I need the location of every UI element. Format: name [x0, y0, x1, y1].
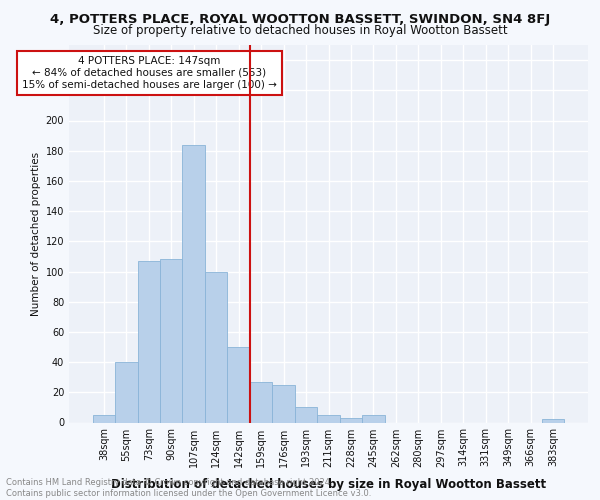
- Bar: [272, 385, 295, 422]
- Bar: [295, 408, 317, 422]
- Bar: [92, 415, 115, 422]
- Bar: [137, 261, 160, 422]
- Bar: [205, 272, 227, 422]
- Bar: [227, 347, 250, 422]
- Text: 4, POTTERS PLACE, ROYAL WOOTTON BASSETT, SWINDON, SN4 8FJ: 4, POTTERS PLACE, ROYAL WOOTTON BASSETT,…: [50, 12, 550, 26]
- Bar: [160, 260, 182, 422]
- Bar: [250, 382, 272, 422]
- Text: Contains HM Land Registry data © Crown copyright and database right 2024.
Contai: Contains HM Land Registry data © Crown c…: [6, 478, 371, 498]
- Bar: [542, 420, 565, 422]
- Text: Size of property relative to detached houses in Royal Wootton Bassett: Size of property relative to detached ho…: [92, 24, 508, 37]
- Bar: [115, 362, 137, 422]
- Bar: [340, 418, 362, 422]
- Bar: [182, 144, 205, 422]
- X-axis label: Distribution of detached houses by size in Royal Wootton Bassett: Distribution of detached houses by size …: [111, 478, 546, 491]
- Y-axis label: Number of detached properties: Number of detached properties: [31, 152, 41, 316]
- Bar: [362, 415, 385, 422]
- Bar: [317, 415, 340, 422]
- Text: 4 POTTERS PLACE: 147sqm
← 84% of detached houses are smaller (553)
15% of semi-d: 4 POTTERS PLACE: 147sqm ← 84% of detache…: [22, 56, 277, 90]
